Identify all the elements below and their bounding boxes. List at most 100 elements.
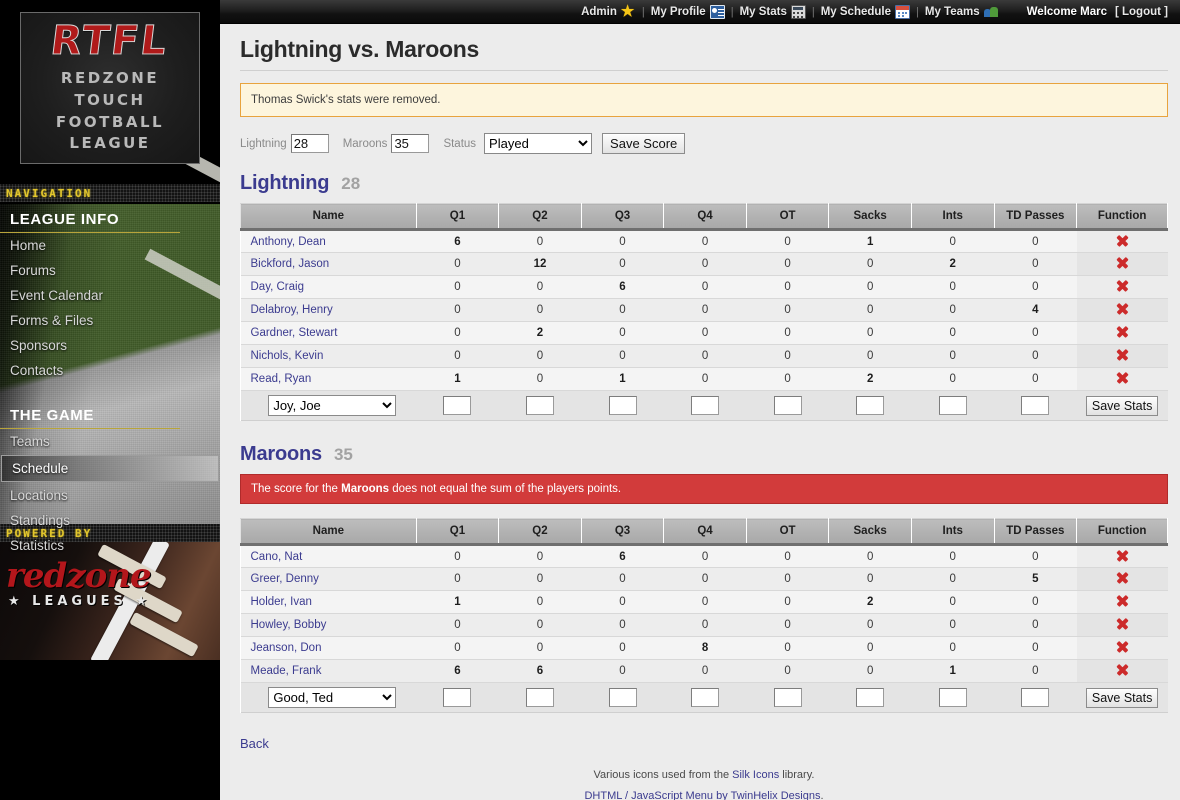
save-stats-button[interactable]: Save Stats [1085,687,1159,708]
td-passes-cell: 0 [994,590,1077,614]
add-player-select[interactable]: Joy, Joe [268,395,397,416]
q3-cell: 0 [581,252,664,276]
add-player-select[interactable]: Good, Ted [268,687,397,708]
player-link[interactable]: Holder, Ivan [250,596,312,608]
away-score-input[interactable] [391,134,430,153]
add-q2-input[interactable] [525,396,554,415]
sidebar-item-contacts[interactable]: Contacts [10,363,64,378]
add-q1-input[interactable] [443,688,472,707]
player-link[interactable]: Anthony, Dean [250,235,326,248]
delete-icon[interactable] [1115,617,1129,631]
add-q1-input[interactable] [443,396,472,415]
logout-link[interactable]: [ Logout ] [1114,5,1168,18]
add-q3-input[interactable] [608,396,637,415]
nav-link-my-stats[interactable]: My Stats [734,4,812,19]
team-icon [983,5,999,19]
add-sacks-input[interactable] [856,396,885,415]
player-name-cell: Cano, Nat [240,544,417,568]
silk-icons-link[interactable]: Silk Icons [732,769,780,781]
player-link[interactable]: Bickford, Jason [250,258,330,270]
sidebar-item-forms-files[interactable]: Forms & Files [10,313,94,328]
save-score-button[interactable]: Save Score [602,133,686,154]
status-select[interactable]: Played [484,133,593,154]
add-ints-cell [911,390,994,421]
back-link[interactable]: Back [240,736,269,751]
sacks-cell: 0 [828,298,912,322]
add-sacks-cell [828,390,912,421]
sidebar-item-schedule[interactable]: Schedule [1,455,219,482]
delete-icon[interactable] [1115,325,1129,339]
delete-icon[interactable] [1115,640,1129,654]
delete-icon[interactable] [1115,348,1129,362]
ints-cell: 1 [911,659,994,683]
player-link[interactable]: Day, Craig [250,281,304,293]
home-score-input[interactable] [290,134,329,153]
score-form: Lightning Maroons Status Played Save Sco… [240,133,1168,154]
sacks-cell: 0 [828,275,912,299]
nav-link-admin[interactable]: Admin ★ [575,4,642,19]
sidebar-item-home[interactable]: Home [10,238,47,253]
delete-icon[interactable] [1115,571,1129,585]
table-row: Meade, Frank 6 6 0 0 0 0 1 0 [240,659,1168,683]
add-sacks-input[interactable] [856,688,885,707]
nav-link-my-profile[interactable]: My Profile [645,4,731,19]
add-td-passes-input[interactable] [1021,396,1050,415]
player-link[interactable]: Delabroy, Henry [250,304,333,316]
add-q4-input[interactable] [691,688,720,707]
q2-cell: 0 [498,344,582,368]
add-ot-input[interactable] [773,688,802,707]
table-row: Greer, Denny 0 0 0 0 0 0 0 5 [240,567,1168,591]
add-td-passes-input[interactable] [1021,688,1050,707]
sidebar-item-teams[interactable]: Teams [10,434,50,449]
player-link[interactable]: Nichols, Kevin [250,350,324,362]
sidebar-item-event-calendar[interactable]: Event Calendar [10,288,104,303]
column-header-q1: Q1 [415,518,500,546]
add-ints-input[interactable] [938,396,967,415]
td-passes-cell: 5 [994,567,1077,591]
nav-link-my-schedule[interactable]: My Schedule [815,4,916,19]
delete-icon[interactable] [1115,594,1129,608]
team-name: Maroons [240,443,322,465]
player-link[interactable]: Gardner, Stewart [250,327,338,339]
delete-icon[interactable] [1115,256,1129,270]
sidebar-item-statistics[interactable]: Statistics [10,538,65,553]
player-link[interactable]: Greer, Denny [250,573,319,585]
sidebar-item-locations[interactable]: Locations [10,488,68,503]
delete-icon[interactable] [1115,663,1129,677]
delete-icon[interactable] [1115,302,1129,316]
nav-link-my-teams[interactable]: My Teams [919,5,1005,19]
add-ints-input[interactable] [938,688,967,707]
table-body: Cano, Nat 0 0 6 0 0 0 0 0 Greer, Denny 0 [240,544,1168,713]
delete-icon[interactable] [1115,233,1129,247]
delete-icon[interactable] [1115,371,1129,385]
q4-cell: 0 [663,367,747,391]
add-ints-cell [911,682,994,713]
player-link[interactable]: Jeanson, Don [250,642,322,654]
td-passes-cell: 0 [994,544,1077,568]
team-heading-lightning: Lightning 28 [240,172,1168,195]
sidebar-item-sponsors[interactable]: Sponsors [10,338,68,353]
player-link[interactable]: Howley, Bobby [250,619,327,631]
logo-line-4: LEAGUE [69,134,151,153]
player-link[interactable]: Cano, Nat [250,550,303,563]
ot-cell: 0 [746,544,829,568]
column-header-ot: OT [745,203,830,231]
delete-icon[interactable] [1115,279,1129,293]
sidebar-item-standings[interactable]: Standings [10,513,71,528]
delete-icon[interactable] [1115,548,1129,562]
add-td-passes-cell [994,682,1077,713]
player-link[interactable]: Read, Ryan [250,373,312,385]
dhtml-menu-link[interactable]: DHTML / JavaScript Menu by TwinHelix Des… [584,790,820,800]
redzone-leagues-brand[interactable]: redzone ★ LEAGUES ★ [0,542,220,660]
save-stats-button[interactable]: Save Stats [1085,395,1159,416]
sidebar-item-forums[interactable]: Forums [10,263,56,278]
player-link[interactable]: Meade, Frank [250,665,322,677]
add-q2-input[interactable] [525,688,554,707]
add-ot-input[interactable] [773,396,802,415]
add-q4-input[interactable] [691,396,720,415]
powered-by-banner: POWERED BY [0,524,220,542]
sacks-cell: 0 [828,344,912,368]
add-q3-input[interactable] [608,688,637,707]
function-cell [1076,544,1168,568]
